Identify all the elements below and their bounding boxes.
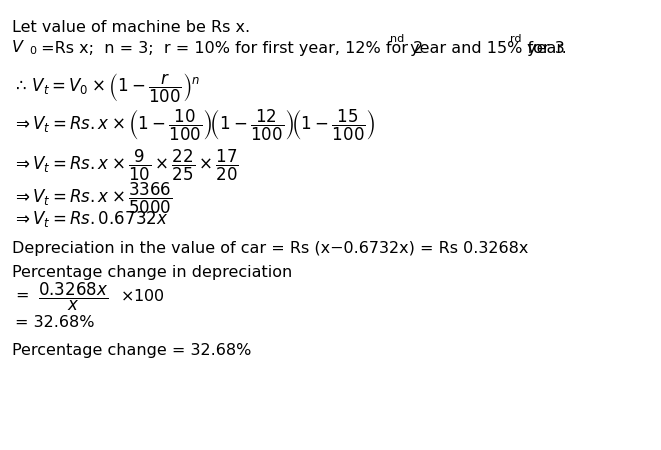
Text: year and 15% for 3: year and 15% for 3: [405, 40, 564, 55]
Text: $\Rightarrow V_t = Rs.x \times \left(1 - \dfrac{10}{100}\right)\!\left(1 - \dfra: $\Rightarrow V_t = Rs.x \times \left(1 -…: [12, 108, 375, 143]
Text: $\Rightarrow V_t = Rs.0.6732x$: $\Rightarrow V_t = Rs.0.6732x$: [12, 209, 168, 229]
Text: $\Rightarrow V_t = Rs.x \times \dfrac{3366}{5000}$: $\Rightarrow V_t = Rs.x \times \dfrac{33…: [12, 181, 173, 216]
Text: year.: year.: [522, 40, 567, 55]
Text: nd: nd: [390, 34, 405, 44]
Text: =Rs x;  n = 3;  r = 10% for first year, 12% for 2: =Rs x; n = 3; r = 10% for first year, 12…: [36, 40, 423, 55]
Text: V: V: [12, 40, 23, 55]
Text: $\times 100$: $\times 100$: [120, 288, 165, 304]
Text: Percentage change in depreciation: Percentage change in depreciation: [12, 266, 292, 280]
Text: =: =: [15, 288, 28, 303]
Text: Percentage change = 32.68%: Percentage change = 32.68%: [12, 343, 251, 358]
Text: $\therefore\, V_t = V_0 \times \left(1 - \dfrac{r}{100}\right)^{n}$: $\therefore\, V_t = V_0 \times \left(1 -…: [12, 72, 200, 105]
Text: = 32.68%: = 32.68%: [15, 315, 95, 330]
Text: $\dfrac{0.3268x}{x}$: $\dfrac{0.3268x}{x}$: [38, 281, 108, 314]
Text: rd: rd: [510, 34, 522, 44]
Text: Let value of machine be Rs x.: Let value of machine be Rs x.: [12, 20, 250, 35]
Text: $\Rightarrow V_t = Rs.x \times \dfrac{9}{10} \times \dfrac{22}{25} \times \dfrac: $\Rightarrow V_t = Rs.x \times \dfrac{9}…: [12, 148, 239, 183]
Text: Depreciation in the value of car = Rs (x−0.6732x) = Rs 0.3268x: Depreciation in the value of car = Rs (x…: [12, 241, 528, 256]
Text: 0: 0: [29, 46, 36, 56]
